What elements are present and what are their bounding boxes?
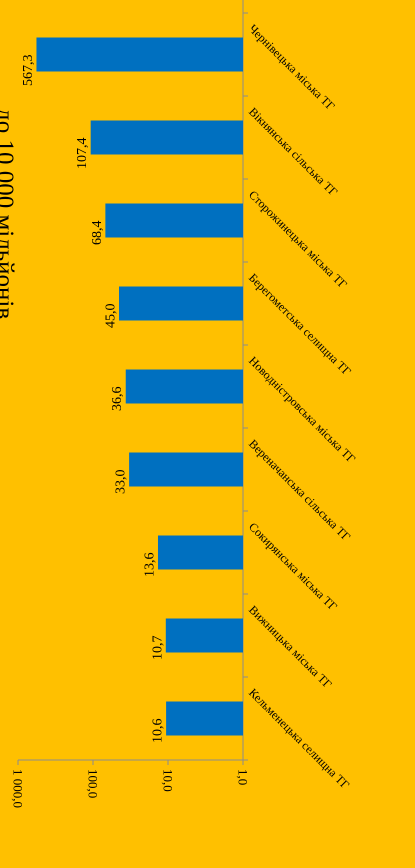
bar bbox=[166, 701, 243, 736]
category-label: Чернівецька міська ТГ bbox=[246, 22, 338, 114]
category-label: Сокирянська міська ТГ bbox=[246, 520, 340, 614]
category-label: Вікнянська сільська ТГ bbox=[246, 105, 340, 199]
chart-title: до 10 000 мільйонів bbox=[0, 108, 18, 319]
bar-value-label: 36,6 bbox=[110, 387, 125, 412]
bar bbox=[36, 37, 243, 72]
value-tick-label: 1,0 bbox=[236, 769, 251, 785]
bar-value-label: 33,0 bbox=[114, 470, 129, 495]
bar-value-label: 10,6 bbox=[151, 719, 166, 744]
bar-value-label: 68,4 bbox=[90, 221, 105, 246]
bar-value-label: 107,4 bbox=[75, 138, 90, 170]
bar bbox=[125, 369, 243, 404]
value-tick-label: 1 000,0 bbox=[11, 769, 26, 808]
bar bbox=[165, 618, 243, 653]
bar bbox=[90, 120, 243, 155]
category-label: Вижницька міська ТГ bbox=[246, 603, 335, 692]
value-tick-label: 10,0 bbox=[161, 769, 176, 792]
bar-value-label: 13,6 bbox=[142, 553, 157, 578]
bar-value-label: 45,0 bbox=[104, 304, 119, 329]
bar bbox=[119, 286, 243, 321]
bar bbox=[129, 452, 243, 487]
bar-value-label: 10,7 bbox=[150, 636, 165, 661]
category-label: Кельменецька селищна ТГ bbox=[246, 686, 352, 792]
bar bbox=[105, 203, 243, 238]
bar-value-label: 567,3 bbox=[21, 55, 36, 87]
bar bbox=[157, 535, 243, 570]
value-tick-label: 100,0 bbox=[86, 769, 101, 798]
